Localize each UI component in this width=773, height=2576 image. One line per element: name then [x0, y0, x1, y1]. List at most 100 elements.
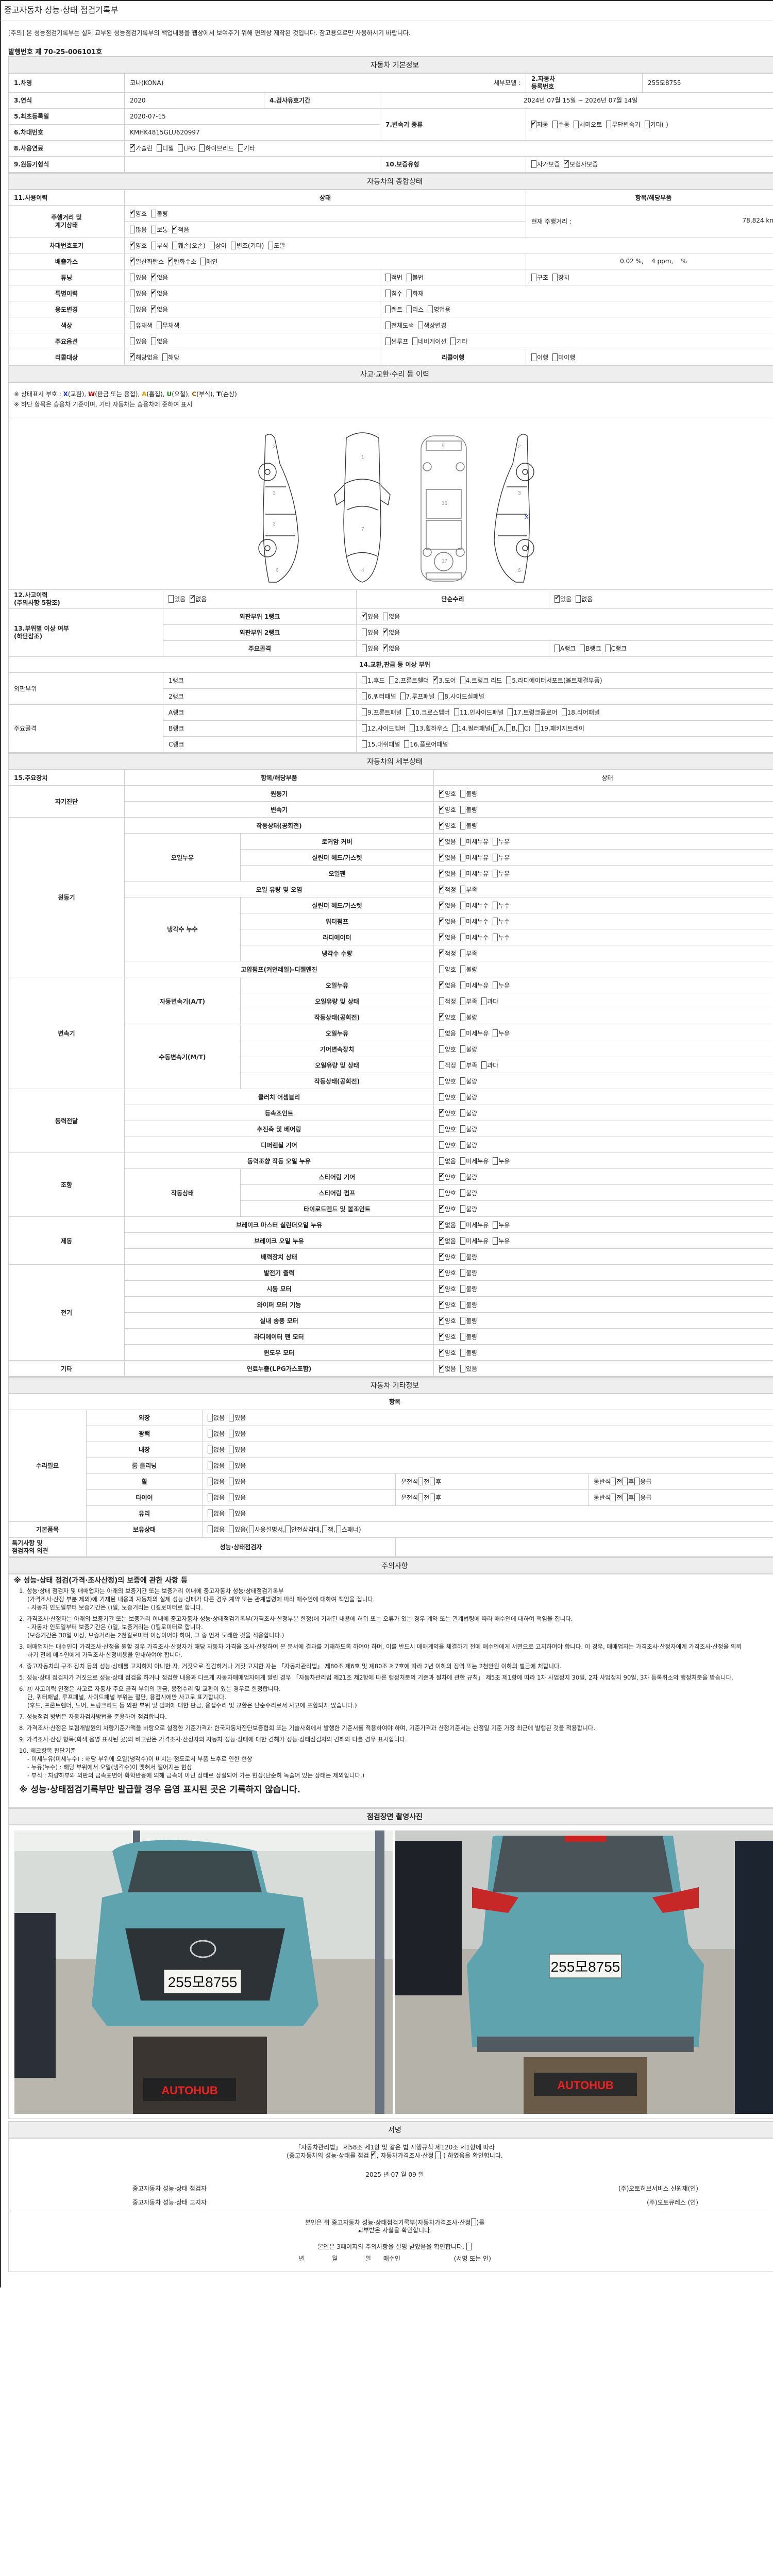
- inspect-checkbox[interactable]: [371, 2150, 376, 2159]
- checkbox-option[interactable]: 적정: [439, 948, 456, 958]
- checkbox-option[interactable]: 보통: [151, 225, 168, 234]
- checkbox-option[interactable]: 하이브리드: [199, 144, 234, 152]
- checkbox-option[interactable]: B랭크: [580, 644, 601, 653]
- checkbox-option[interactable]: 불량: [460, 1332, 477, 1341]
- checkbox-option[interactable]: 9.프론트패널: [362, 708, 402, 717]
- checkbox-option[interactable]: 미세누수: [460, 933, 489, 942]
- checkbox-option[interactable]: 매연: [200, 257, 217, 266]
- checkbox-option[interactable]: 없음: [439, 1236, 456, 1245]
- checkbox-option[interactable]: 적정: [439, 997, 456, 1006]
- checkbox-option[interactable]: 미세누유: [460, 869, 489, 878]
- checkbox-option[interactable]: A랭크: [554, 644, 576, 653]
- checkbox-option[interactable]: 부족: [460, 997, 477, 1006]
- checkbox-option[interactable]: 17.트렁크플로어: [508, 708, 558, 717]
- checkbox-option[interactable]: 불량: [460, 1013, 477, 1022]
- checkbox-option[interactable]: 응급: [634, 1477, 651, 1486]
- checkbox-option[interactable]: 양호: [439, 1172, 456, 1181]
- checkbox-option[interactable]: 있음: [229, 1461, 246, 1470]
- checkbox-option[interactable]: 영업용: [428, 305, 450, 314]
- checkbox-option[interactable]: 누수: [493, 917, 510, 926]
- checkbox-option[interactable]: 15.대쉬패널: [362, 740, 400, 749]
- checkbox-option[interactable]: 누유: [493, 1236, 510, 1245]
- checkbox-option[interactable]: 응급: [634, 1493, 651, 1502]
- checkbox-option[interactable]: 불량: [460, 821, 477, 830]
- checkbox-option[interactable]: 불량: [460, 1284, 477, 1293]
- checkbox-option[interactable]: 불량: [460, 805, 477, 814]
- price-checkbox[interactable]: [435, 2151, 441, 2159]
- checkbox-option[interactable]: 양호: [439, 965, 456, 974]
- checkbox-option[interactable]: 양호: [439, 1141, 456, 1149]
- checkbox-option[interactable]: 누유: [493, 981, 510, 990]
- checkbox-option[interactable]: 기타: [238, 144, 255, 152]
- checkbox-option[interactable]: 1.후드: [362, 676, 385, 685]
- checkbox-option[interactable]: 있음: [554, 594, 572, 603]
- checkbox-option[interactable]: 양호: [439, 1284, 456, 1293]
- checkbox-option[interactable]: 19.패키지트레이: [534, 724, 584, 733]
- buyer-price-checkbox[interactable]: [470, 2218, 476, 2226]
- buyer-notice-checkbox[interactable]: [466, 2243, 472, 2250]
- checkbox-option[interactable]: 도말: [268, 241, 285, 250]
- checkbox-option[interactable]: 없음: [208, 1461, 225, 1470]
- checkbox-option[interactable]: 없음: [439, 901, 456, 910]
- checkbox-option[interactable]: 불량: [460, 1141, 477, 1149]
- checkbox-option[interactable]: 누유: [493, 869, 510, 878]
- checkbox-option[interactable]: 양호: [439, 1204, 456, 1213]
- checkbox-option[interactable]: 5.라디에이터서포트(볼트체결부품): [506, 676, 602, 685]
- checkbox-option[interactable]: 16.플로어패널: [404, 740, 448, 749]
- checkbox-option[interactable]: 없음: [439, 1029, 456, 1038]
- checkbox-option[interactable]: 불량: [460, 1348, 477, 1357]
- checkbox-option[interactable]: 리스: [407, 305, 424, 314]
- checkbox-option[interactable]: 없음: [439, 933, 456, 942]
- checkbox-option[interactable]: 있음: [229, 1445, 246, 1454]
- checkbox-option[interactable]: C): [518, 724, 531, 732]
- checkbox-option[interactable]: 있음: [229, 1413, 246, 1422]
- checkbox-option[interactable]: 미세누수: [460, 901, 489, 910]
- checkbox-option[interactable]: 있음: [362, 628, 379, 637]
- checkbox-option[interactable]: 없음: [151, 273, 168, 282]
- checkbox-option[interactable]: 있음: [229, 1509, 246, 1518]
- checkbox-option[interactable]: 6.쿼터패널: [362, 692, 396, 701]
- checkbox-option[interactable]: 불량: [460, 1252, 477, 1261]
- checkbox-option[interactable]: 장치: [552, 273, 569, 282]
- checkbox-option[interactable]: 없음: [383, 628, 400, 637]
- checkbox-option[interactable]: LPG: [178, 144, 195, 152]
- checkbox-option[interactable]: 있음: [169, 595, 186, 603]
- checkbox-option[interactable]: 없음: [439, 1364, 456, 1373]
- checkbox-option[interactable]: 불량: [460, 789, 477, 798]
- checkbox-option[interactable]: 있음: [130, 305, 147, 314]
- checkbox-option[interactable]: 미세누수: [460, 917, 489, 926]
- checkbox-option[interactable]: 기타: [450, 337, 467, 346]
- checkbox-option[interactable]: 후: [623, 1493, 634, 1502]
- checkbox-option[interactable]: 불량: [151, 209, 168, 218]
- checkbox-option[interactable]: 화재: [407, 289, 424, 298]
- checkbox-option[interactable]: 후: [430, 1477, 441, 1486]
- checkbox-option[interactable]: 잭,: [322, 1525, 335, 1534]
- checkbox-option[interactable]: 미세누유: [460, 1221, 489, 1229]
- checkbox-option[interactable]: 침수: [385, 289, 402, 298]
- checkbox-option[interactable]: 불량: [460, 965, 477, 974]
- checkbox-option[interactable]: 있음(: [229, 1525, 248, 1534]
- checkbox-option[interactable]: 3.도어: [433, 675, 456, 685]
- checkbox-option[interactable]: 없음: [151, 337, 168, 346]
- checkbox-option[interactable]: 없음: [208, 1429, 225, 1438]
- checkbox-option[interactable]: 양호: [439, 1045, 456, 1054]
- checkbox-option[interactable]: 해당: [162, 353, 179, 362]
- checkbox-option[interactable]: 4.트렁크 리드: [460, 676, 502, 685]
- checkbox-option[interactable]: 후: [430, 1493, 441, 1502]
- checkbox-option[interactable]: 양호: [439, 1252, 456, 1261]
- checkbox-option[interactable]: 7.루프패널: [400, 692, 434, 701]
- checkbox-option[interactable]: 없음: [208, 1509, 225, 1518]
- checkbox-option[interactable]: 2.프론트휀더: [389, 676, 429, 685]
- checkbox-option[interactable]: 양호: [439, 821, 456, 830]
- checkbox-option[interactable]: 없음: [439, 853, 456, 862]
- checkbox-option[interactable]: 상이: [209, 241, 227, 250]
- checkbox-option[interactable]: 미세누유: [460, 981, 489, 990]
- checkbox-option[interactable]: 불량: [460, 1093, 477, 1101]
- checkbox-option[interactable]: 불량: [460, 1077, 477, 1086]
- checkbox-option[interactable]: 누수: [493, 933, 510, 942]
- checkbox-option[interactable]: 사용설명서,: [248, 1525, 285, 1534]
- checkbox-option[interactable]: 부족: [460, 1061, 477, 1070]
- checkbox-option[interactable]: 있음: [362, 612, 379, 621]
- checkbox-option[interactable]: 없음: [208, 1413, 225, 1422]
- checkbox-option[interactable]: 있음: [229, 1429, 246, 1438]
